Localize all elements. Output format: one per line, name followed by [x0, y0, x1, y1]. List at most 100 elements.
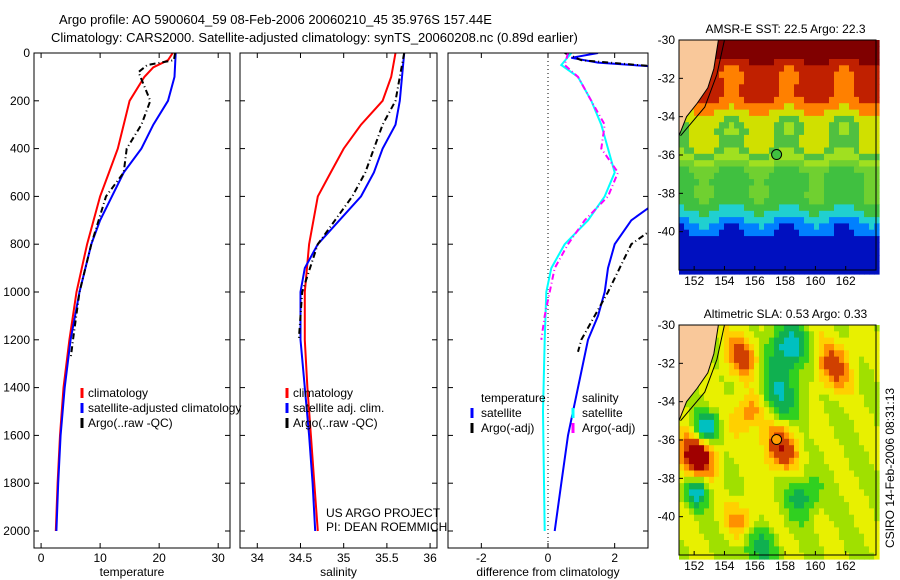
map-cell — [819, 344, 825, 351]
map-cell — [794, 71, 800, 79]
map-cell — [699, 198, 705, 205]
map-cell — [764, 141, 770, 149]
map-cell — [734, 261, 740, 269]
map-cell — [724, 103, 730, 111]
map-cell — [874, 514, 880, 522]
map-cell — [744, 521, 750, 528]
map-cell — [744, 134, 750, 142]
map-cell — [799, 71, 805, 79]
map-cell — [844, 84, 850, 92]
map-cell — [719, 223, 725, 231]
map-cell — [869, 527, 875, 535]
map-cell — [809, 527, 815, 535]
map-cell — [764, 540, 770, 547]
map-cell — [739, 255, 745, 262]
map-cell — [794, 147, 800, 155]
map-cell — [874, 521, 880, 528]
map-cell — [844, 552, 850, 560]
map-cell — [854, 325, 860, 332]
map-cell — [864, 375, 870, 383]
map-cell — [724, 464, 730, 471]
map-cell — [779, 172, 785, 180]
map-cell — [864, 508, 870, 516]
map-cell — [869, 166, 875, 174]
map-cell — [849, 172, 855, 180]
map-cell — [749, 141, 755, 149]
map-cell — [724, 77, 730, 85]
map-cell — [804, 426, 810, 434]
map-cell — [799, 451, 805, 459]
map-cell — [854, 115, 860, 123]
map-cell — [744, 394, 750, 402]
y-tick-label: -32 — [658, 356, 676, 370]
map-cell — [764, 134, 770, 142]
map-cell — [699, 166, 705, 174]
map-cell — [809, 198, 815, 205]
map-cell — [724, 115, 730, 123]
map-cell — [839, 426, 845, 434]
map-cell — [794, 153, 800, 161]
map-cell — [799, 552, 805, 560]
map-cell — [794, 217, 800, 224]
map-cell — [694, 514, 700, 522]
y-tick-label: 1800 — [3, 476, 30, 490]
map-cell — [809, 388, 815, 396]
map-cell — [834, 400, 840, 408]
map-cell — [804, 540, 810, 547]
map-cell — [789, 71, 795, 79]
map-cell — [824, 141, 830, 149]
map-cell — [719, 134, 725, 142]
map-cell — [689, 172, 695, 180]
map-cell — [709, 451, 715, 459]
map-cell — [739, 438, 745, 446]
map-cell — [734, 134, 740, 142]
series-salinity-argo-adj- — [540, 53, 620, 340]
map-cell — [754, 166, 760, 174]
map-cell — [799, 122, 805, 130]
map-cell — [754, 451, 760, 459]
map-cell — [844, 445, 850, 453]
map-cell — [764, 255, 770, 262]
map-cell — [789, 552, 795, 560]
map-cell — [749, 90, 755, 98]
map-cell — [839, 502, 845, 509]
map-cell — [804, 261, 810, 269]
map-cell — [714, 59, 720, 66]
map-cell — [759, 502, 765, 509]
map-cell — [794, 381, 800, 389]
map-cell — [804, 413, 810, 421]
map-cell — [844, 179, 850, 186]
map-cell — [729, 261, 735, 269]
map-cell — [874, 489, 880, 497]
map-cell — [854, 495, 860, 503]
map-cell — [724, 495, 730, 503]
map-cell — [794, 255, 800, 262]
map-cell — [854, 204, 860, 212]
map-cell — [799, 229, 805, 237]
map-cell — [689, 508, 695, 516]
map-cell — [794, 248, 800, 256]
map-cell — [784, 388, 790, 396]
map-cell — [734, 77, 740, 85]
map-cell — [774, 388, 780, 396]
map-cell — [819, 141, 825, 149]
map-cell — [869, 160, 875, 168]
map-cell — [744, 325, 750, 332]
map-cell — [839, 267, 845, 275]
map-cell — [724, 229, 730, 237]
map-cell — [869, 52, 875, 60]
y-tick-label: 2000 — [3, 524, 30, 538]
map-cell — [779, 407, 785, 415]
map-cell — [809, 242, 815, 250]
map-cell — [849, 514, 855, 522]
map-cell — [784, 508, 790, 516]
map-cell — [734, 508, 740, 516]
map-cell — [759, 457, 765, 465]
map-cell — [744, 362, 750, 370]
map-cell — [789, 476, 795, 484]
map-cell — [854, 546, 860, 554]
map-cell — [744, 470, 750, 478]
map-cell — [799, 103, 805, 111]
map-cell — [789, 96, 795, 104]
map-cell — [824, 546, 830, 554]
